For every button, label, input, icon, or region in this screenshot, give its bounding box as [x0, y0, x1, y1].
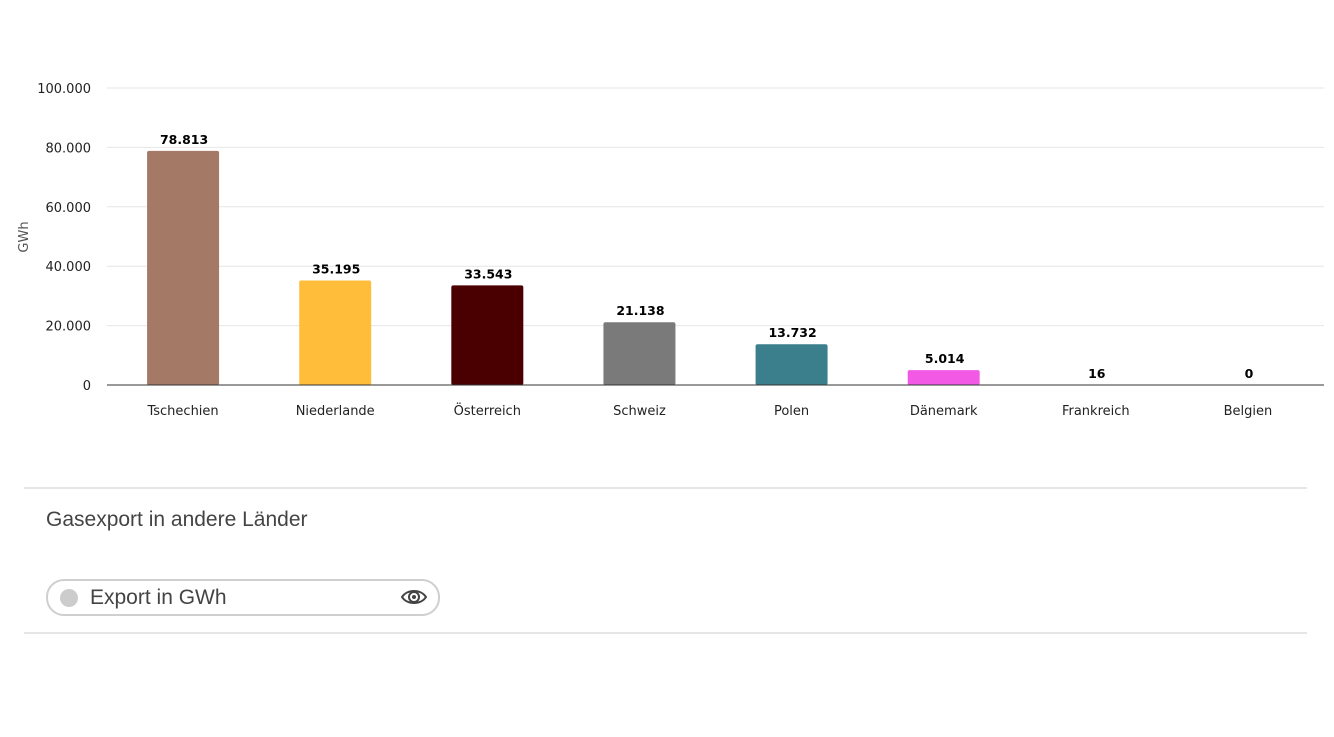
- y-tick-label: 0: [83, 379, 91, 394]
- divider-top: [24, 487, 1307, 489]
- legend-color-dot: [60, 588, 78, 607]
- x-axis-categories: Tschechien Niederlande Österreich Schweiz Po…: [146, 402, 1272, 419]
- x-tick-label: Dänemark: [910, 404, 978, 419]
- divider-bottom: [24, 632, 1307, 634]
- bar-schweiz[interactable]: [603, 322, 676, 385]
- x-tick-label: Polen: [774, 404, 809, 419]
- y-tick-label: 20.000: [46, 320, 92, 335]
- bars: [147, 150, 980, 385]
- x-tick-label: Belgien: [1224, 404, 1273, 419]
- data-label: 21.138: [616, 303, 664, 318]
- data-labels: 78.813 35.195 33.543 21.138 13.732 5.014 16 0: [160, 132, 1254, 381]
- bar-österreich[interactable]: [451, 285, 524, 385]
- bar-polen[interactable]: [755, 344, 828, 385]
- y-tick-label: 80.000: [46, 141, 92, 156]
- legend-item-export[interactable]: Export in GWh: [46, 579, 440, 616]
- x-tick-label: Frankreich: [1062, 404, 1130, 419]
- data-label: 13.732: [768, 325, 816, 340]
- y-tick-label: 60.000: [46, 201, 92, 216]
- bar-dänemark[interactable]: [907, 370, 980, 385]
- x-tick-label: Schweiz: [613, 404, 666, 419]
- data-label: 16: [1088, 366, 1106, 381]
- y-axis-ticks: 0 20.000 40.000 60.000 80.000 100.000: [37, 82, 91, 394]
- data-label: 0: [1245, 366, 1254, 381]
- x-tick-label: Niederlande: [296, 404, 375, 419]
- bar-tschechien[interactable]: [147, 150, 220, 385]
- y-tick-label: 40.000: [46, 260, 92, 275]
- data-label: 78.813: [160, 132, 208, 147]
- legend-label: Export in GWh: [90, 585, 227, 609]
- eye-icon[interactable]: [400, 586, 428, 608]
- data-label: 33.543: [464, 266, 512, 281]
- data-label: 35.195: [312, 261, 360, 276]
- bar-chart: 0 20.000 40.000 60.000 80.000 100.000 78.813 3…: [17, 82, 1324, 419]
- bar-niederlande[interactable]: [299, 280, 372, 385]
- x-tick-label: Tschechien: [146, 404, 218, 419]
- x-tick-label: Österreich: [454, 402, 521, 419]
- y-tick-label: 100.000: [37, 82, 91, 97]
- data-label: 5.014: [925, 351, 965, 366]
- y-axis-title: GWh: [17, 221, 32, 252]
- section-title: Gasexport in andere Länder: [46, 508, 308, 531]
- grid-lines: [107, 87, 1324, 327]
